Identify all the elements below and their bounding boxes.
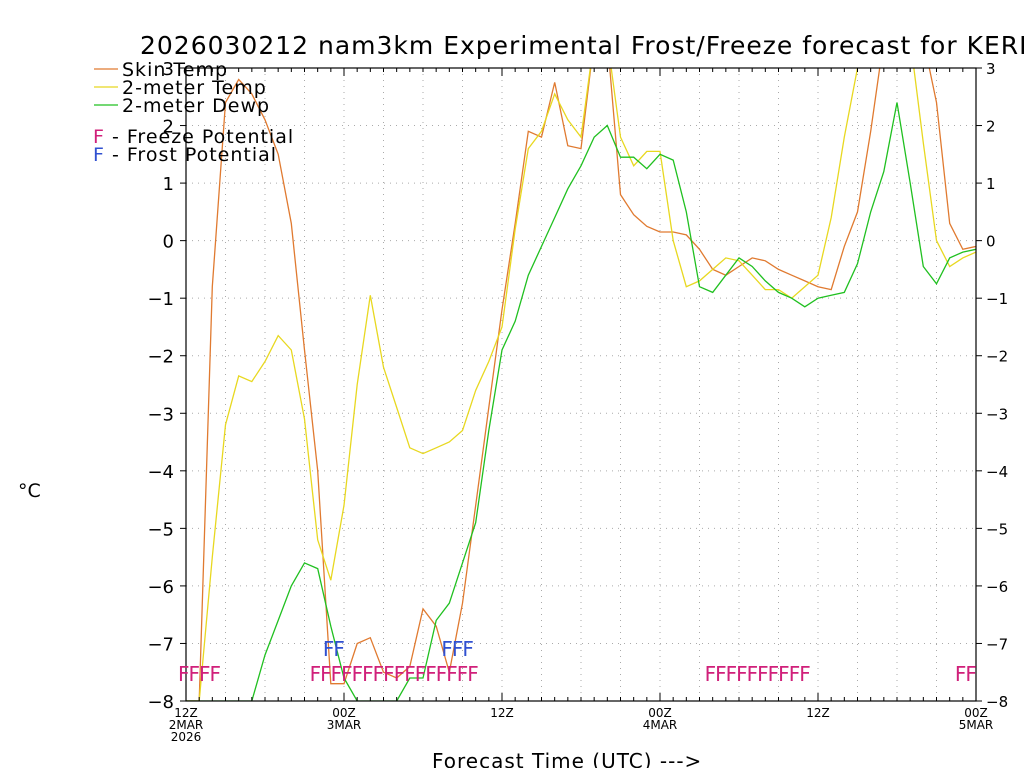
plot-frame (185, 67, 977, 702)
y-tick-label: −2 (147, 347, 174, 368)
x-axis-label: Forecast Time (UTC) ---> (432, 749, 702, 768)
y-tick-label: 0 (163, 232, 174, 253)
y-axis-right: −8 −7 −6 −5 −4 −3 −2 −1 0 1 2 3 (976, 60, 1008, 711)
y-tick-label: −7 (147, 634, 174, 655)
x-tick-label: 12Z (806, 706, 830, 720)
y-tick-label-right: −8 (986, 693, 1008, 711)
freeze-flag: FFFFFFFFFF (705, 662, 811, 686)
x-tick-label: 4MAR (643, 718, 678, 732)
x-tick-label: 3MAR (327, 718, 362, 732)
x-tick-label: 00Z (964, 706, 988, 720)
x-tick-label: 12Z (490, 706, 514, 720)
potential-legend-item: F - Frost Potential (93, 144, 277, 166)
grid (186, 68, 976, 701)
y-tick-label: 2 (163, 117, 174, 138)
legend-label: 2-meter Dewp (122, 95, 270, 117)
y-tick-label: −5 (147, 519, 174, 540)
y-tick-label: 1 (163, 174, 174, 195)
y-tick-label-right: 0 (986, 233, 996, 251)
chart-title: 2026030212 nam3km Experimental Frost/Fre… (140, 31, 1024, 60)
y-tick-label: −3 (147, 404, 174, 425)
potential-legend-text: - Frost Potential (105, 144, 277, 166)
y-tick-label: −6 (147, 577, 174, 598)
y-tick-label: −4 (147, 462, 174, 483)
potential-legend-text: - Freeze Potential (105, 126, 294, 148)
x-tick-label: 00Z (648, 706, 672, 720)
y-tick-label-right: −4 (986, 463, 1008, 481)
x-tick-label: 12Z (174, 706, 198, 720)
x-tick-label: 2MAR (169, 718, 204, 732)
series-line-skin-temp (186, 68, 976, 701)
x-tick-label: 2026 (171, 730, 202, 744)
y-axis-left: −8 −7 −6 −5 −4 −3 −2 −1 0 1 2 3 (147, 59, 186, 713)
y-tick-label-right: 2 (986, 118, 996, 136)
y-tick-label-right: −5 (986, 520, 1008, 538)
y-tick-label: −8 (147, 692, 174, 713)
legend-label: 2-meter Temp (122, 77, 267, 99)
y-tick-label-right: −3 (986, 405, 1008, 423)
freeze-flag: FFFF (178, 662, 221, 686)
y-tick-label: −1 (147, 289, 174, 310)
y-tick-label-right: 1 (986, 175, 996, 193)
y-tick-label-right: −6 (986, 578, 1008, 596)
y-axis-label: °C (18, 480, 41, 502)
freeze-flag: FF (955, 662, 977, 686)
series-line-2-meter-dewp (186, 102, 976, 701)
series-line-2-meter-temp (186, 68, 976, 701)
y-tick-label-right: −2 (986, 348, 1008, 366)
potential-legend-symbol: F (93, 144, 105, 166)
potential-legend-symbol: F (93, 126, 105, 148)
x-tick-label: 5MAR (959, 718, 994, 732)
potential-legend-item: F - Freeze Potential (93, 126, 294, 148)
frost-flag: FF (323, 637, 345, 661)
x-tick-label: 00Z (332, 706, 356, 720)
series-layer (186, 68, 976, 701)
y-tick-label-right: −1 (986, 290, 1008, 308)
frost-flag: FFF (441, 637, 473, 661)
freeze-flag: FFFFFFFFFFFFFFFF (310, 662, 479, 686)
y-tick-label-right: −7 (986, 635, 1008, 653)
y-tick-label-right: 3 (986, 60, 996, 78)
y-tick-label: 3 (163, 59, 174, 80)
legend-label: Skin Temp (122, 59, 228, 81)
potential-flags: FFFF FFFFFFFFFFFFFFFF FFFFFFFFFF FFFF FFF (178, 637, 977, 686)
